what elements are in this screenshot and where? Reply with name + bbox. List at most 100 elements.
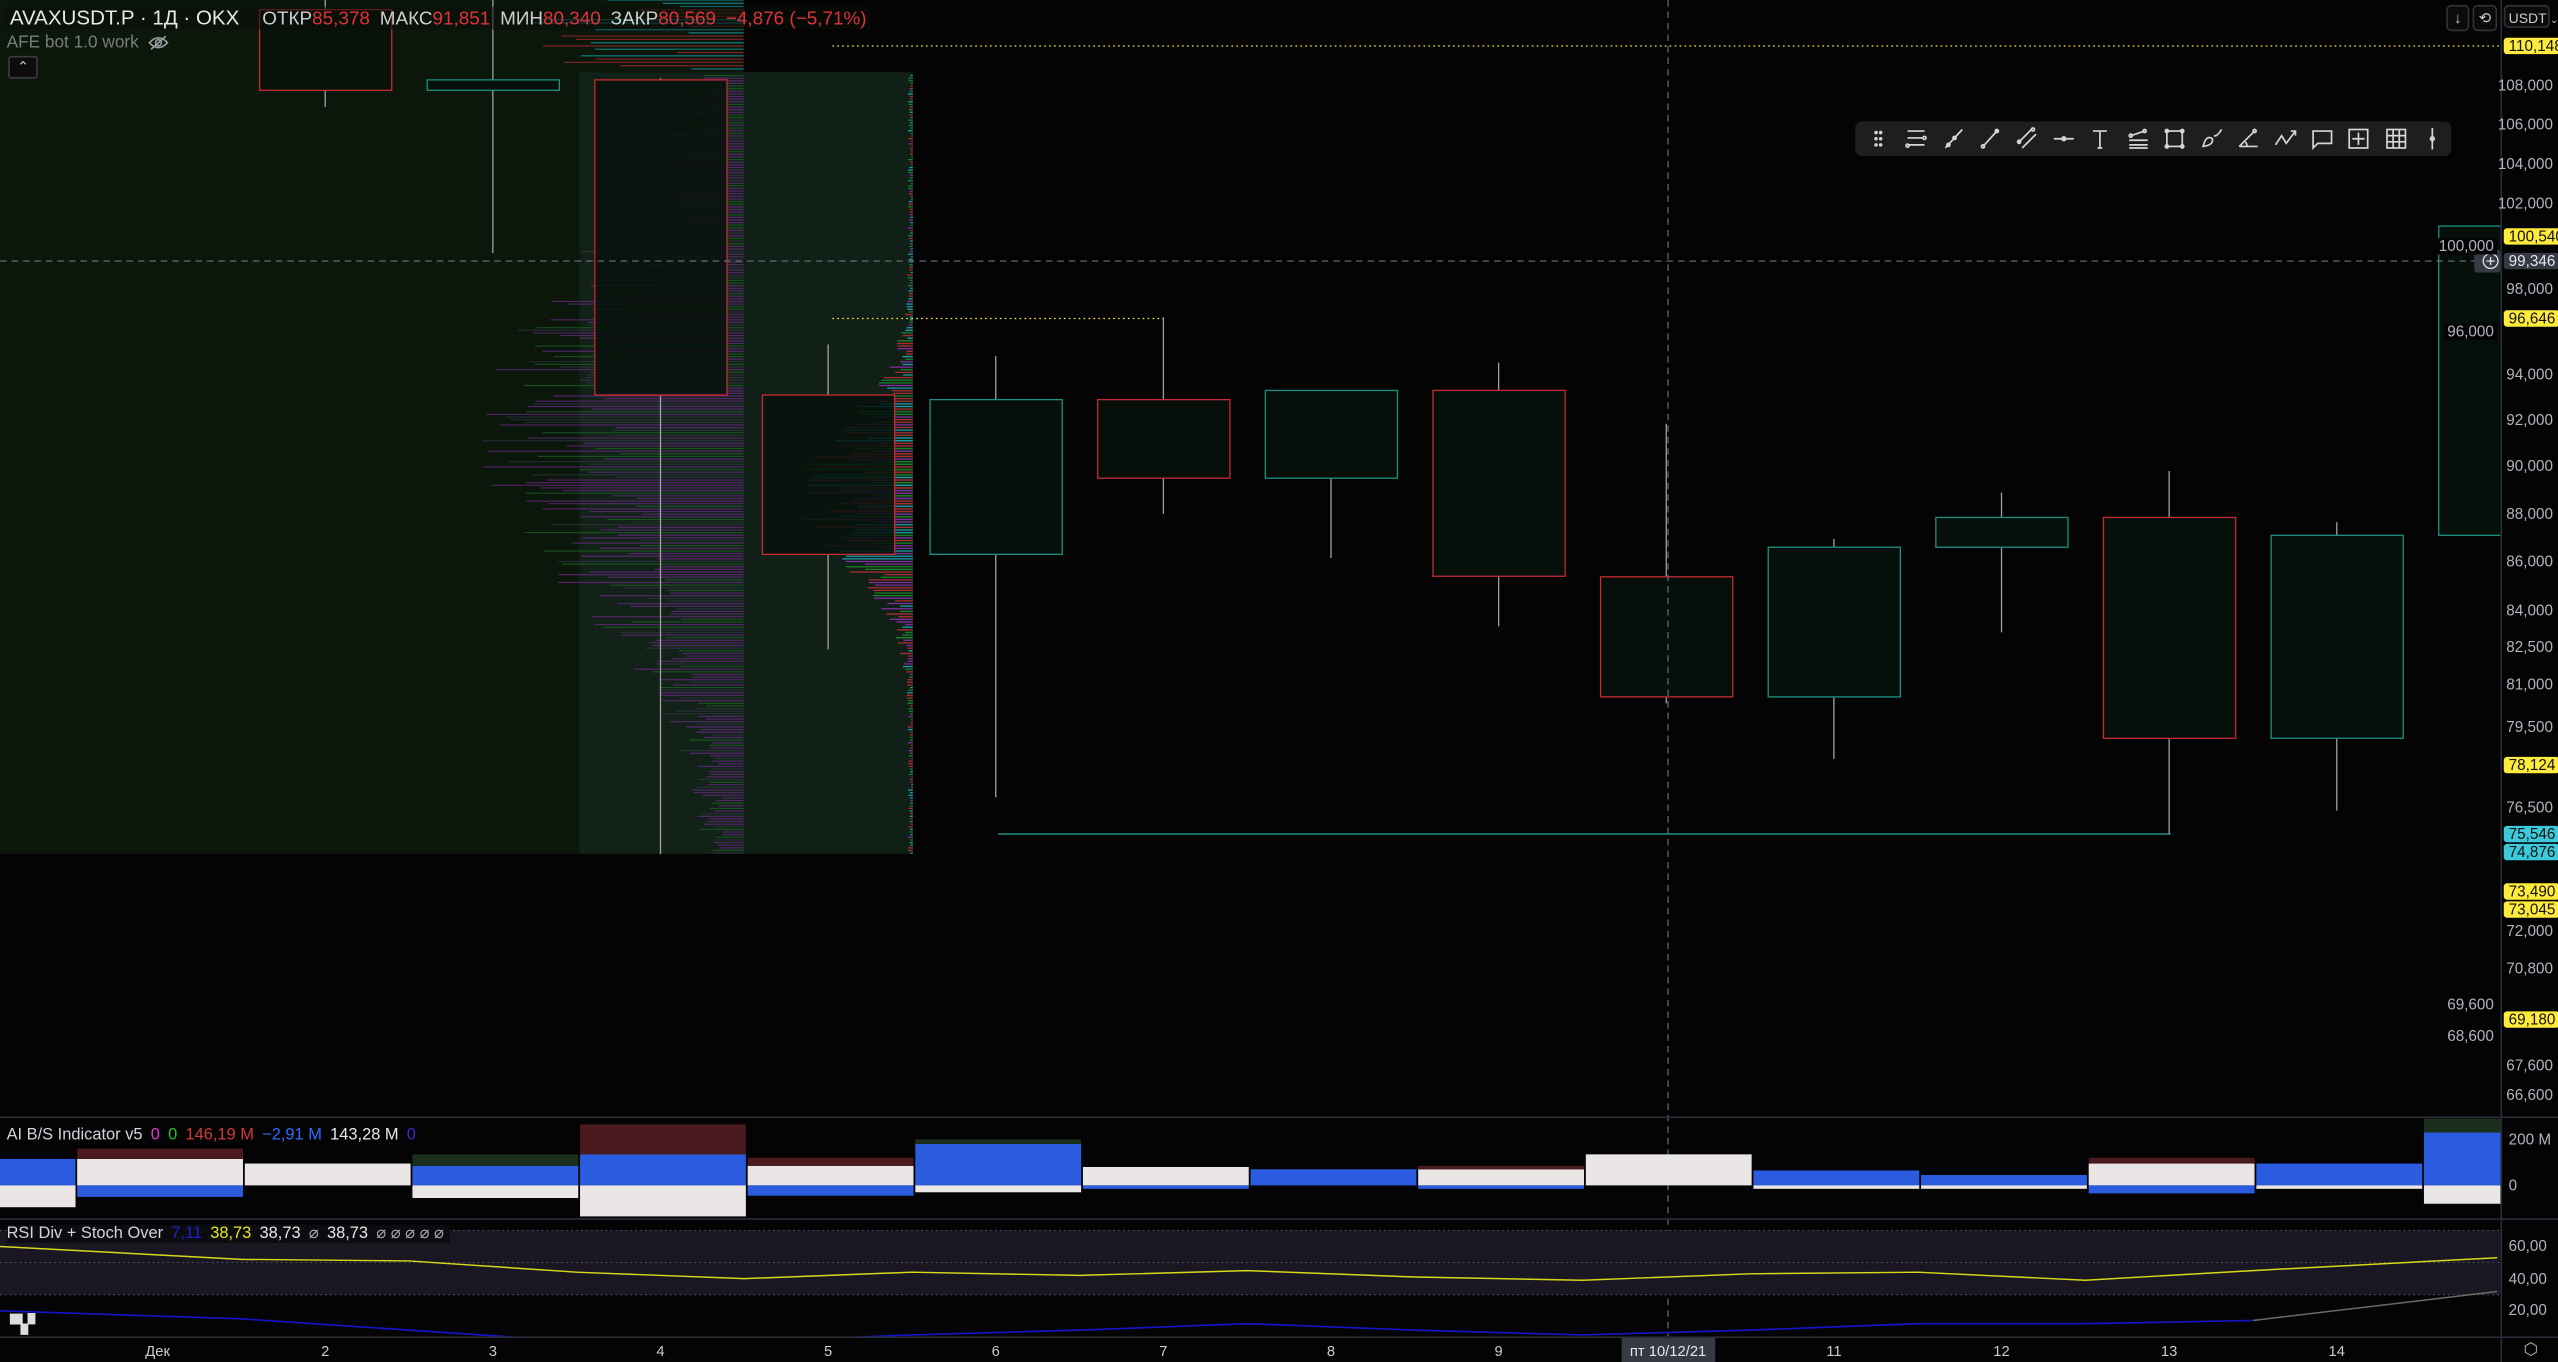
time-axis[interactable]: 14 13 12 11 9 8 7 6 5 4 3 2 Дек пт 10/12/21 ⬡ [0,1336,2558,1362]
tool-ray[interactable] [1972,122,2009,155]
chart-canvas[interactable] [0,0,2501,1337]
price-level-label: 96,646 [2503,310,2558,327]
grid-icon [2385,128,2407,149]
legend-value: 38,73 [210,1224,252,1243]
ai-bs-buy [1082,1185,1249,1189]
ai-bs-bar [1585,1154,1752,1186]
close-label: ЗАКР [610,9,659,30]
tool-horizontal-lines[interactable] [1899,122,1936,155]
ai-bs-legend[interactable]: AI B/S Indicator v5 0 0 146,19 M −2,91 M 143… [7,1126,416,1144]
price-tick: 86,000 [2506,553,2553,570]
candle-body [761,394,896,556]
candle-body [929,398,1063,556]
candle-body [1767,546,1902,698]
ai-bs-buy [77,1185,243,1197]
price-level-label: 73,045 [2503,901,2558,918]
candle-5 [761,344,896,650]
rsi-legend[interactable]: RSI Div + Stoch Over 7,11 38,73 38,73 ⌀ 38,7… [6,1224,451,1243]
candle-10 [1599,423,1734,704]
pane-divider[interactable] [0,1218,2558,1220]
close-value: 80,569 [658,9,717,30]
tool-rectangle[interactable] [2157,122,2194,155]
tool-long-position[interactable] [2341,122,2378,155]
price-tick: 72,000 [2506,922,2553,940]
ai-bs-buy [1418,1185,1585,1189]
open-label: ОТКР [262,9,313,30]
collapse-legend-button[interactable]: ⌃ [8,55,38,79]
time-tick: Дек [145,1342,170,1360]
eye-off-icon[interactable] [147,34,168,50]
candle-7 [1097,317,1231,514]
price-tick: 84,000 [2506,602,2553,619]
tool-brush[interactable] [2193,122,2230,155]
legend-value: −2,91 M [262,1126,322,1145]
tool-vertical-line[interactable] [2414,122,2451,155]
text-icon [2093,130,2108,149]
pane-divider[interactable] [0,1116,2558,1119]
tool-trend-angle[interactable] [2230,122,2267,155]
tool-fib-retracement[interactable] [2120,122,2157,155]
chart-settings-button[interactable]: ⬡ [2500,1338,2558,1362]
plus-sign [2486,256,2495,266]
legend-value: 38,73 [326,1224,369,1243]
legend-value: ⌀ [308,1224,319,1243]
symbol-title[interactable]: AVAXUSDT.P · 1Д · OKX [9,6,240,30]
arrow-down-icon: ↓ [2454,9,2462,27]
tool-trend-line[interactable] [1935,122,1972,155]
price-tick: 108,000 [2497,77,2553,94]
candle-body [1264,389,1399,479]
candle-12 [1935,492,2069,633]
ai-bs-white [77,1158,243,1186]
stoch-line [0,1309,2253,1337]
ai-bs-white [1585,1154,1752,1186]
tool-drag-handle[interactable] [1862,122,1899,155]
tool-text[interactable] [2083,122,2120,155]
tool-parallel-channel[interactable] [2009,122,2046,155]
ai-bs-bar [1921,1175,2087,1189]
ai-bs-white [1082,1166,1249,1186]
price-level-label: 69,180 [2503,1011,2558,1028]
ai-bs-bar [2423,1118,2501,1204]
tradingview-logo[interactable]: ▀▞ [9,1315,35,1335]
tool-horizontal-ray[interactable] [2046,122,2083,155]
ray-icon [1980,128,2000,149]
ai-bs-bar [580,1124,746,1217]
time-tick: 11 [1826,1342,1842,1360]
ai-bs-white [2256,1185,2423,1189]
time-tick: 4 [656,1342,665,1360]
legend-value: ⌀ ⌀ ⌀ ⌀ ⌀ [376,1224,444,1243]
stoch-line-tail [2252,1290,2498,1322]
price-tick: 82,500 [2506,638,2553,656]
candle-body [594,79,728,396]
crosshair-price-label: 99,346 [2503,252,2558,270]
ai-bs-bar [244,1163,411,1186]
rsi-line [0,1245,2498,1281]
callout-icon [2312,130,2333,151]
ai-bs-buy [747,1185,914,1196]
tool-callout[interactable] [2304,122,2341,155]
candle-body [2102,516,2237,739]
drag-handle-icon [1873,130,1882,147]
tool-path[interactable] [2267,122,2304,155]
ai-bs-bar [1250,1169,1417,1186]
candle-body [1599,576,1734,698]
tool-grid[interactable] [2378,122,2415,155]
candle-3 [426,0,561,254]
ai-bs-buy [0,1158,76,1186]
price-level-label: 100,540 [2503,228,2558,245]
indicator-afe-bot[interactable]: AFE bot 1.0 work [7,33,169,53]
ai-bs-white [2423,1185,2501,1204]
currency-dropdown[interactable]: USDT ⌄ [2503,4,2558,28]
price-tick: 70,800 [2506,960,2553,977]
legend-value: 0 [406,1126,416,1145]
candle-body [2270,534,2404,739]
legend-value: 38,73 [259,1224,301,1243]
auto-scale-button[interactable]: ⟲ [2472,4,2498,32]
scroll-to-latest-button[interactable]: ↓ [2446,4,2470,32]
ai-bs-white [244,1163,411,1186]
candle-8 [1264,389,1399,558]
indicator-axis-tick: 60,00 [2508,1238,2547,1255]
add-alert-plus-icon[interactable] [2474,249,2501,273]
